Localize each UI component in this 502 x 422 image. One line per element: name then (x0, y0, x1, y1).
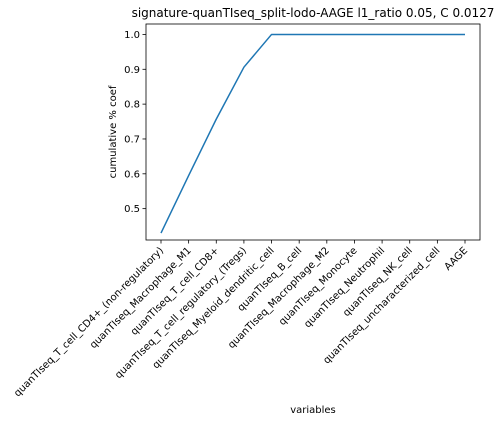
x-axis-title: variables (290, 405, 336, 416)
series-line (160, 33, 465, 234)
x-tick-label: AAGE (443, 245, 470, 272)
chart-title: signature-quanTIseq_split-lodo-AAGE l1_r… (132, 6, 495, 20)
y-tick-label: 1.0 (124, 30, 140, 41)
plot-frame (145, 23, 481, 241)
y-tick-label: 0.7 (124, 134, 140, 145)
x-tick-label: quanTIseq_Macrophage_M2 (226, 245, 332, 351)
y-axis: 0.5 0.6 0.7 0.8 0.9 1.0 (124, 30, 146, 215)
series-group (160, 33, 466, 234)
y-tick-label: 0.6 (124, 169, 140, 180)
y-tick-label: 0.5 (124, 204, 140, 215)
y-tick-label: 0.9 (124, 65, 140, 76)
y-tick-label: 0.8 (124, 100, 140, 111)
x-axis: quanTIseq_T_cell_CD4+_(non-regulatory)qu… (12, 240, 470, 399)
y-axis-title: cumulative % coef (108, 85, 119, 178)
